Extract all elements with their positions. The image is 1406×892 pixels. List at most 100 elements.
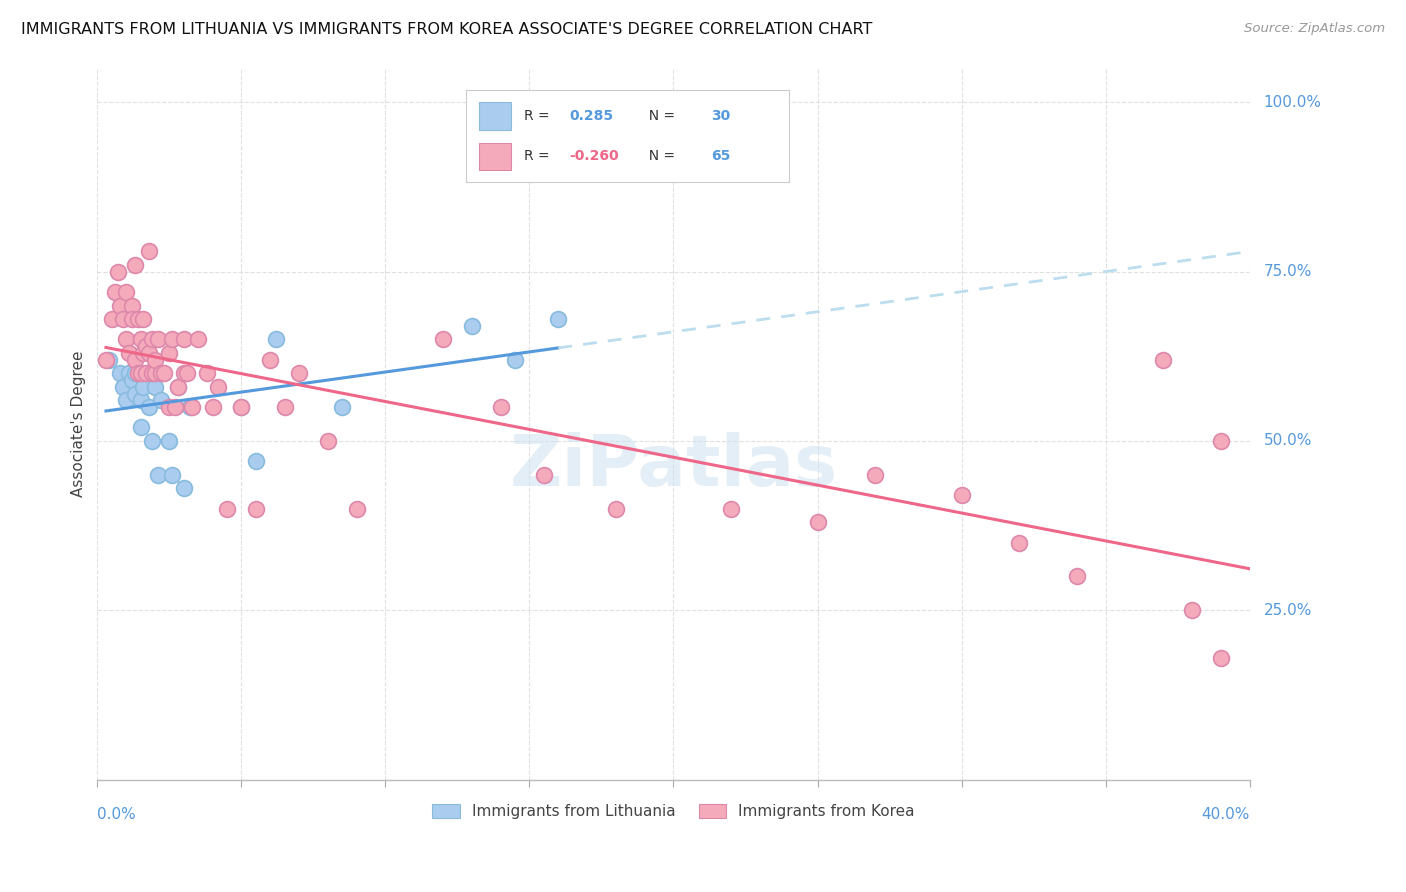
- Point: [149, 393, 172, 408]
- Point: [259, 352, 281, 367]
- Point: [1209, 434, 1232, 448]
- Point: [346, 501, 368, 516]
- Point: [129, 393, 152, 408]
- Point: [215, 501, 238, 516]
- Point: [100, 312, 122, 326]
- Point: [135, 339, 157, 353]
- Point: [207, 380, 229, 394]
- Point: [720, 501, 742, 516]
- Point: [146, 467, 169, 482]
- Point: [330, 400, 353, 414]
- Point: [173, 482, 195, 496]
- Point: [115, 285, 138, 299]
- Point: [1181, 603, 1204, 617]
- Point: [181, 400, 204, 414]
- Point: [503, 352, 526, 367]
- Y-axis label: Associate's Degree: Associate's Degree: [72, 351, 86, 498]
- Point: [157, 400, 180, 414]
- Point: [115, 333, 138, 347]
- Point: [129, 333, 152, 347]
- Point: [245, 454, 267, 468]
- Point: [97, 352, 120, 367]
- Point: [118, 366, 141, 380]
- Point: [152, 366, 174, 380]
- Text: 0.0%: 0.0%: [97, 806, 136, 822]
- Text: 75.0%: 75.0%: [1264, 264, 1312, 279]
- Point: [143, 380, 166, 394]
- Point: [863, 467, 886, 482]
- Point: [149, 366, 172, 380]
- Point: [187, 333, 209, 347]
- Point: [231, 400, 253, 414]
- Point: [138, 244, 160, 259]
- Text: 25.0%: 25.0%: [1264, 603, 1312, 618]
- Point: [143, 366, 166, 380]
- Point: [461, 318, 484, 333]
- Point: [167, 380, 190, 394]
- Point: [173, 333, 195, 347]
- Point: [110, 299, 132, 313]
- Point: [1066, 569, 1088, 583]
- Point: [121, 373, 143, 387]
- Text: 100.0%: 100.0%: [1264, 95, 1322, 110]
- Point: [129, 366, 152, 380]
- Point: [129, 420, 152, 434]
- Point: [121, 312, 143, 326]
- Point: [605, 501, 627, 516]
- Point: [127, 312, 149, 326]
- Text: 50.0%: 50.0%: [1264, 434, 1312, 449]
- Point: [141, 333, 163, 347]
- Point: [950, 488, 973, 502]
- Text: ZiPatlas: ZiPatlas: [509, 433, 838, 501]
- Text: Source: ZipAtlas.com: Source: ZipAtlas.com: [1244, 22, 1385, 36]
- Point: [195, 366, 218, 380]
- Legend: Immigrants from Lithuania, Immigrants from Korea: Immigrants from Lithuania, Immigrants fr…: [426, 798, 921, 825]
- Point: [167, 380, 190, 394]
- Point: [138, 346, 160, 360]
- Point: [132, 346, 155, 360]
- Point: [173, 366, 195, 380]
- Point: [432, 333, 454, 347]
- Point: [124, 366, 146, 380]
- Point: [124, 386, 146, 401]
- Point: [489, 400, 512, 414]
- Point: [121, 299, 143, 313]
- Point: [1152, 352, 1174, 367]
- Point: [273, 400, 295, 414]
- Point: [141, 434, 163, 448]
- Point: [118, 346, 141, 360]
- Point: [533, 467, 555, 482]
- Point: [162, 467, 184, 482]
- Point: [127, 366, 149, 380]
- Point: [132, 380, 155, 394]
- Point: [179, 400, 201, 414]
- Point: [264, 333, 287, 347]
- Point: [94, 352, 117, 367]
- Point: [138, 400, 160, 414]
- Point: [806, 515, 828, 529]
- Point: [115, 393, 138, 408]
- Point: [165, 400, 187, 414]
- Point: [135, 366, 157, 380]
- Text: IMMIGRANTS FROM LITHUANIA VS IMMIGRANTS FROM KOREA ASSOCIATE'S DEGREE CORRELATIO: IMMIGRANTS FROM LITHUANIA VS IMMIGRANTS …: [21, 22, 873, 37]
- Point: [132, 312, 155, 326]
- Point: [110, 366, 132, 380]
- Point: [124, 352, 146, 367]
- Point: [107, 265, 129, 279]
- Text: 40.0%: 40.0%: [1201, 806, 1250, 822]
- Point: [176, 366, 198, 380]
- Point: [201, 400, 224, 414]
- Point: [1008, 535, 1031, 549]
- Point: [112, 380, 135, 394]
- Point: [1209, 650, 1232, 665]
- Point: [112, 312, 135, 326]
- Point: [162, 333, 184, 347]
- Point: [157, 346, 180, 360]
- Point: [547, 312, 569, 326]
- Point: [124, 258, 146, 272]
- Point: [135, 366, 157, 380]
- Point: [127, 366, 149, 380]
- Point: [146, 333, 169, 347]
- Point: [245, 501, 267, 516]
- Point: [143, 352, 166, 367]
